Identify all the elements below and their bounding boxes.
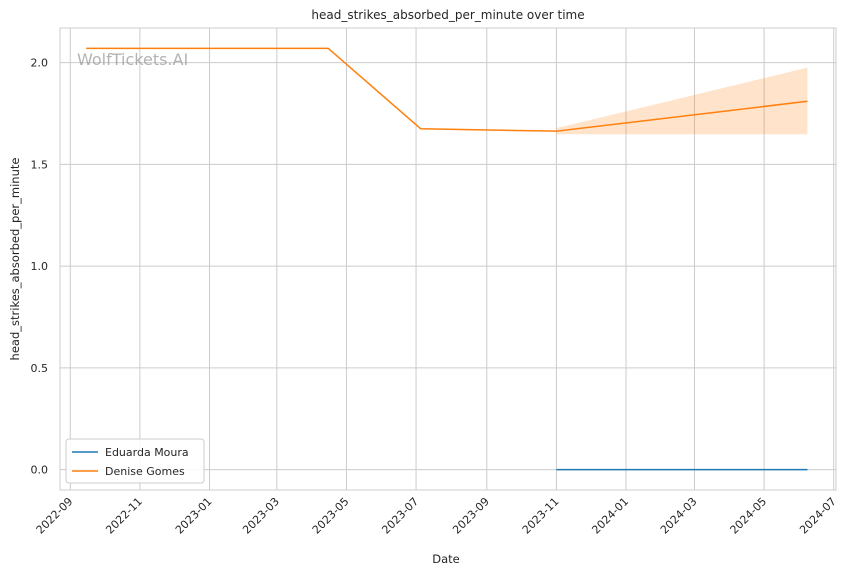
x-tick-label: 2023-01	[173, 495, 215, 537]
chart-title: head_strikes_absorbed_per_minute over ti…	[311, 8, 584, 22]
series-lines	[86, 47, 808, 471]
y-tick-label: 1.5	[31, 158, 49, 171]
x-tick-label: 2023-07	[379, 495, 421, 537]
x-tick-label: 2022-09	[34, 495, 76, 537]
confidence-band-denise-gomes	[556, 67, 808, 135]
y-axis-label: head_strikes_absorbed_per_minute	[8, 158, 22, 361]
y-tick-label: 0.0	[31, 464, 49, 477]
legend-label-eduarda-moura: Eduarda Moura	[105, 446, 189, 459]
x-tick-label: 2023-11	[520, 495, 562, 537]
x-tick-label: 2023-09	[450, 495, 492, 537]
legend-label-denise-gomes: Denise Gomes	[105, 465, 185, 478]
series-line-denise-gomes	[86, 47, 808, 132]
x-tick-label: 2024-07	[797, 495, 839, 537]
x-tick-label: 2024-01	[589, 495, 631, 537]
legend-box	[65, 438, 205, 484]
plot-frame	[59, 27, 837, 491]
y-tick-label: 1.0	[31, 260, 49, 273]
x-axis-label: Date	[432, 552, 460, 566]
x-tick-label: 2024-05	[728, 495, 770, 537]
confidence-bands	[556, 67, 808, 135]
x-tick-label: 2023-05	[310, 495, 352, 537]
x-tick-label: 2022-11	[103, 495, 145, 537]
x-tick-label: 2023-03	[240, 495, 282, 537]
legend: Eduarda Moura Denise Gomes	[65, 438, 205, 484]
y-tick-label: 2.0	[31, 57, 49, 70]
x-tick-label: 2024-03	[658, 495, 700, 537]
y-tick-label: 0.5	[31, 362, 49, 375]
watermark: WolfTickets.AI	[77, 50, 188, 69]
